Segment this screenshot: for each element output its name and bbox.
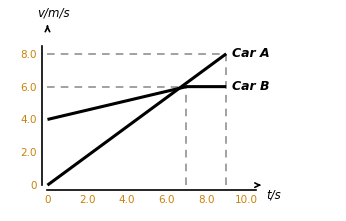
- Text: Car A: Car A: [232, 47, 270, 60]
- Text: Car B: Car B: [232, 80, 270, 93]
- Text: v/m/s: v/m/s: [38, 6, 70, 19]
- Text: t/s: t/s: [266, 189, 281, 202]
